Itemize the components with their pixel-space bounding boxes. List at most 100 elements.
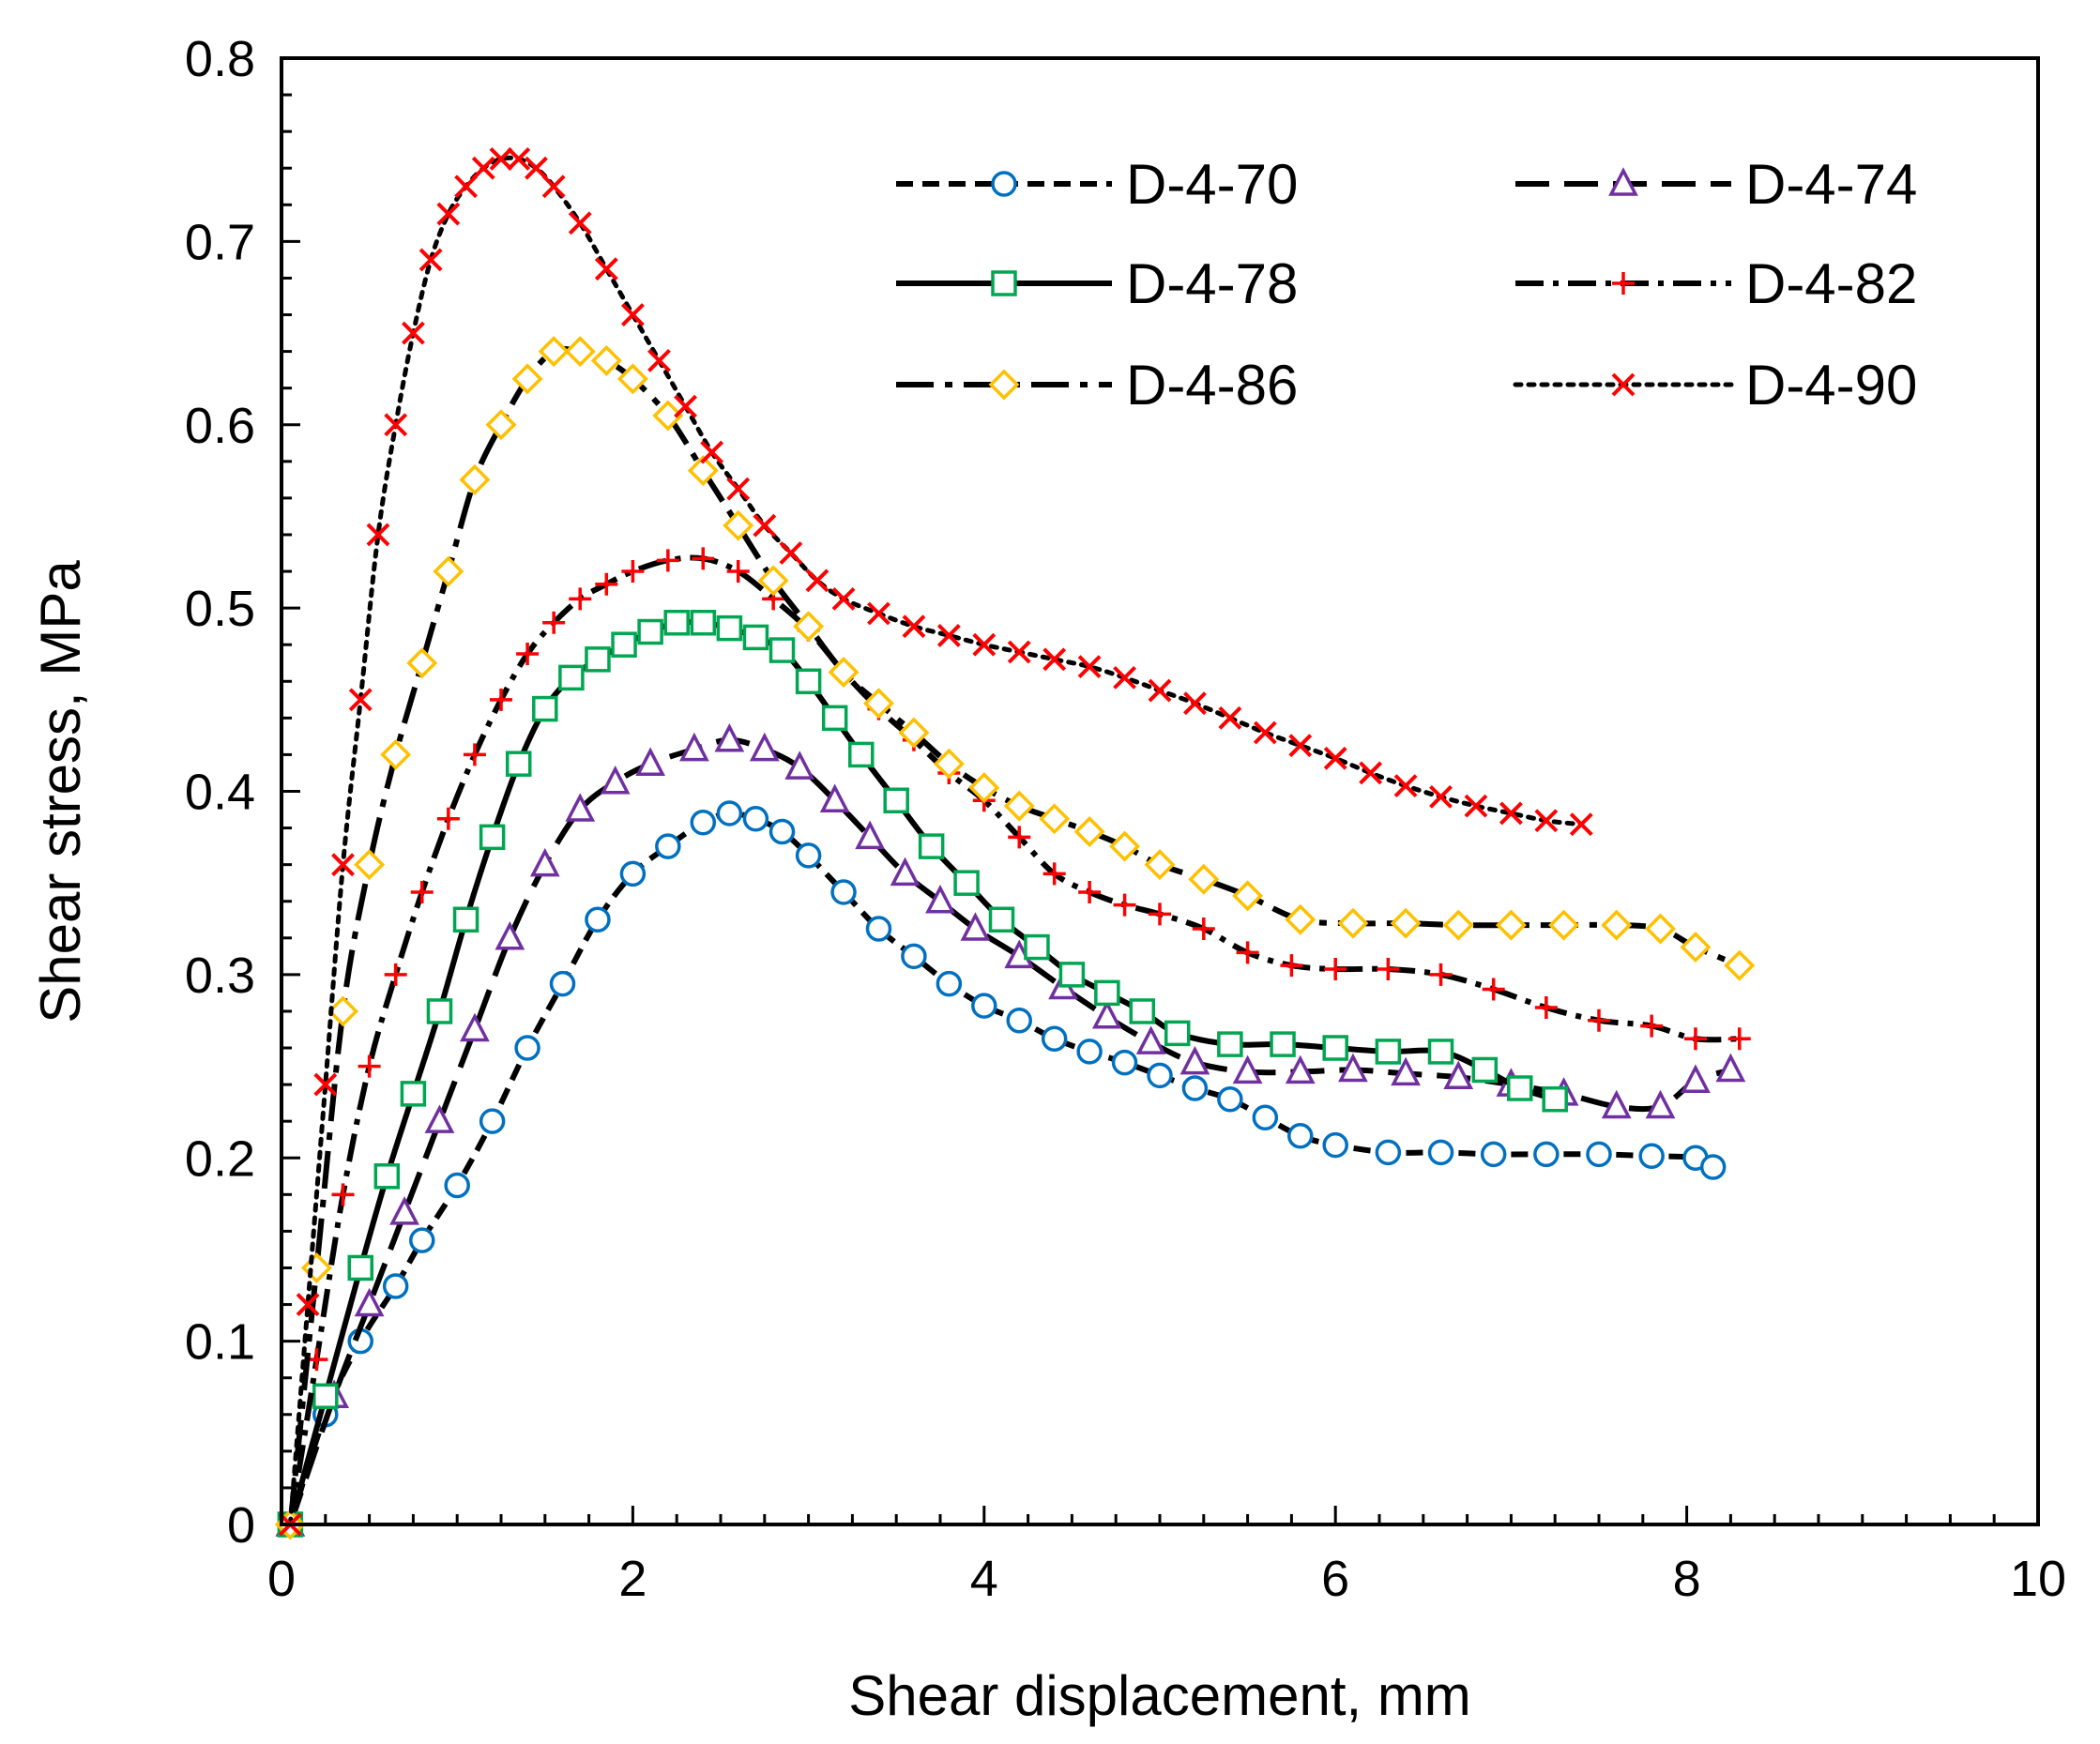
data-point-D-4-70-29 — [1252, 1104, 1279, 1131]
legend-label-D-4-82: D-4-82 — [1745, 252, 1917, 315]
legend-label-D-4-74: D-4-74 — [1745, 153, 1917, 216]
data-point-D-4-86-4 — [380, 738, 412, 770]
data-point-D-4-78-22 — [883, 787, 909, 814]
data-point-D-4-70-13 — [716, 800, 743, 827]
data-point-D-4-70-5 — [444, 1172, 470, 1199]
data-point-D-4-90-47 — [1569, 812, 1593, 837]
data-point-D-4-86-7 — [459, 463, 491, 495]
data-point-D-4-90-17 — [594, 257, 618, 281]
data-point-D-4-82-25 — [1042, 862, 1066, 886]
data-point-D-4-90-26 — [831, 586, 856, 611]
data-point-D-4-86-1 — [300, 1252, 332, 1283]
data-point-D-4-70-39 — [1699, 1154, 1727, 1180]
data-point-D-4-90-34 — [1113, 665, 1136, 690]
data-point-D-4-82-38 — [1640, 1014, 1664, 1038]
data-point-D-4-90-9 — [436, 202, 461, 226]
legend-marker-D-4-78 — [991, 270, 1017, 296]
data-point-D-4-90-42 — [1393, 774, 1418, 798]
legend-item-D-4-70: D-4-70 — [896, 153, 1298, 216]
data-point-D-4-74-11 — [679, 732, 709, 762]
series-D-4-82 — [279, 547, 1751, 1536]
data-point-D-4-90-43 — [1429, 784, 1453, 809]
data-point-D-4-82-15 — [692, 547, 715, 570]
legend-item-D-4-86: D-4-86 — [896, 354, 1298, 417]
data-point-D-4-70-27 — [1181, 1075, 1209, 1101]
data-point-D-4-82-13 — [621, 560, 645, 584]
data-point-D-4-70-23 — [1041, 1025, 1068, 1053]
data-point-D-4-74-3 — [389, 1196, 419, 1225]
data-point-D-4-78-30 — [1164, 1020, 1191, 1047]
data-point-D-4-90-31 — [1007, 640, 1031, 664]
series-D-4-70 — [277, 800, 1727, 1538]
data-point-D-4-74-12 — [714, 723, 745, 752]
data-point-D-4-86-32 — [1337, 907, 1369, 939]
legend-label-D-4-78: D-4-78 — [1126, 252, 1298, 315]
data-point-D-4-70-8 — [549, 970, 576, 997]
data-point-D-4-90-36 — [1183, 691, 1207, 716]
data-point-D-4-82-9 — [516, 642, 540, 665]
data-point-D-4-70-10 — [619, 860, 647, 887]
data-point-D-4-90-6 — [384, 413, 408, 437]
data-point-D-4-86-36 — [1548, 909, 1580, 941]
data-point-D-4-86-15 — [687, 455, 719, 487]
x-tick-label: 6 — [1321, 1551, 1349, 1607]
data-point-D-4-90-4 — [348, 688, 373, 712]
data-point-D-4-90-11 — [471, 156, 495, 180]
data-point-D-4-78-21 — [848, 741, 875, 768]
y-tick-label: 0 — [227, 1497, 255, 1554]
data-point-D-4-82-7 — [463, 743, 486, 766]
axis-tick-labels: 0 2 4 6 8 10 0 0.1 0.2 0.3 0.4 0.5 0.6 0.7 0.8 — [185, 31, 2066, 1607]
data-point-D-4-78-5 — [426, 998, 453, 1024]
data-point-D-4-70-9 — [585, 906, 611, 933]
data-point-D-4-82-40 — [1727, 1027, 1751, 1051]
data-point-D-4-86-17 — [757, 565, 789, 597]
data-point-D-4-86-27 — [1109, 830, 1141, 862]
series-line-D-4-90 — [287, 155, 1584, 1527]
x-tick-label: 8 — [1673, 1551, 1701, 1607]
data-point-D-4-70-14 — [742, 806, 769, 832]
data-point-D-4-78-24 — [953, 870, 980, 896]
data-point-D-4-90-1 — [296, 1293, 320, 1316]
y-tick-label: 0.7 — [185, 214, 255, 270]
data-point-D-4-70-15 — [768, 818, 796, 845]
data-point-D-4-90-37 — [1218, 705, 1242, 730]
data-point-D-4-78-35 — [1427, 1039, 1454, 1065]
data-point-D-4-82-39 — [1683, 1027, 1707, 1051]
data-point-D-4-82-14 — [656, 549, 679, 572]
data-point-D-4-74-15 — [819, 783, 850, 813]
data-point-D-4-86-26 — [1073, 816, 1105, 847]
y-tick-label: 0.3 — [185, 948, 255, 1004]
data-point-D-4-86-18 — [793, 611, 825, 643]
data-point-D-4-90-20 — [674, 394, 697, 418]
data-point-D-4-90-33 — [1077, 655, 1102, 679]
data-point-D-4-70-20 — [936, 970, 963, 997]
data-point-D-4-90-21 — [700, 440, 724, 464]
series-D-4-86 — [274, 336, 1756, 1540]
data-point-D-4-86-40 — [1724, 949, 1756, 981]
data-point-D-4-90-29 — [936, 624, 961, 647]
data-point-D-4-90-27 — [867, 601, 890, 626]
data-point-D-4-86-20 — [863, 688, 894, 720]
data-point-D-4-78-3 — [373, 1163, 401, 1190]
data-point-D-4-86-6 — [433, 555, 464, 587]
data-point-D-4-90-39 — [1288, 734, 1313, 758]
x-axis-title: Shear displacement, mm — [848, 1664, 1471, 1727]
x-tick-label: 0 — [267, 1551, 296, 1607]
data-point-D-4-74-6 — [495, 921, 525, 950]
data-point-D-4-74-16 — [855, 820, 886, 850]
data-point-D-4-78-14 — [663, 610, 690, 636]
data-point-D-4-74-18 — [925, 884, 955, 914]
data-point-D-4-78-17 — [742, 624, 769, 651]
data-point-D-4-86-9 — [511, 363, 543, 395]
data-point-D-4-74-10 — [635, 747, 666, 776]
data-point-D-4-82-8 — [490, 688, 512, 711]
data-point-D-4-70-17 — [830, 879, 857, 905]
data-point-D-4-74-8 — [565, 793, 596, 822]
data-point-D-4-70-37 — [1638, 1143, 1665, 1170]
data-point-D-4-78-15 — [690, 610, 717, 636]
data-point-D-4-82-35 — [1482, 978, 1505, 1001]
data-point-D-4-74-9 — [600, 765, 631, 795]
data-point-D-4-70-7 — [514, 1035, 540, 1061]
data-point-D-4-70-33 — [1427, 1139, 1454, 1166]
